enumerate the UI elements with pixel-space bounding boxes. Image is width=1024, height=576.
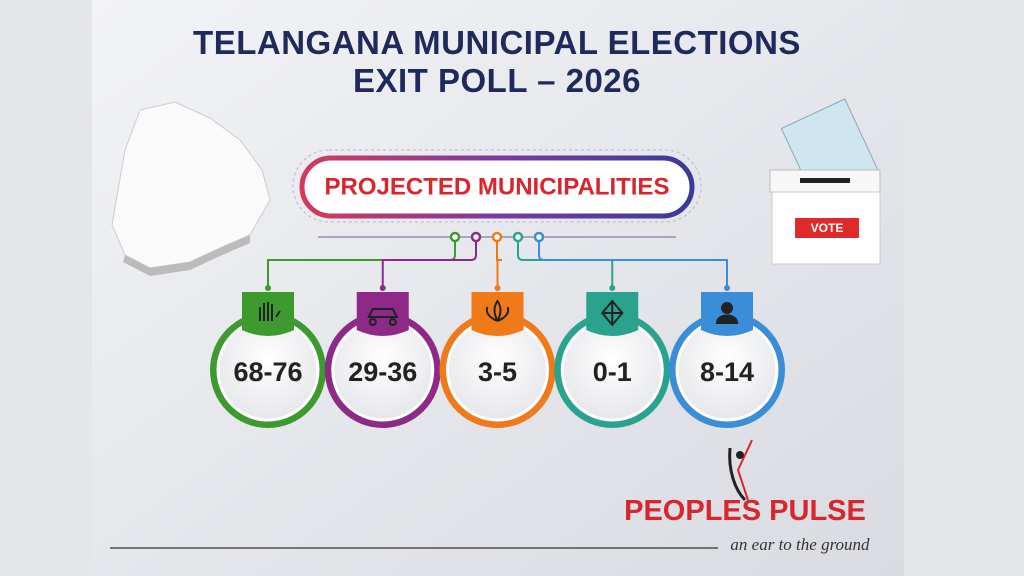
party-icon: [367, 308, 399, 326]
badge-text: PROJECTED MUNICIPALITIES: [325, 173, 670, 200]
party-icon: [600, 299, 624, 327]
items: 68-76 29-36 3-5 0-1 8-14: [210, 231, 785, 428]
brand-tagline: an ear to the ground: [730, 535, 870, 554]
connector-end: [494, 285, 501, 291]
connector-end: [724, 285, 730, 291]
party-icon: [485, 299, 510, 322]
connector: [538, 241, 728, 288]
party-icon: [259, 302, 281, 321]
title-line-1: TELANGANA MUNICIPAL ELECTIONS: [193, 24, 801, 61]
connector: [517, 241, 614, 288]
connector-dot: [449, 231, 461, 243]
brand-logo: [728, 439, 753, 502]
connector-dot: [491, 231, 503, 243]
ballot-box: VOTE: [769, 98, 881, 265]
connector-end: [609, 285, 616, 291]
connector-dot: [512, 231, 524, 243]
pill-outline: [292, 149, 702, 223]
icon-tab: [356, 292, 409, 336]
pill: [299, 155, 695, 219]
connector-end: [265, 285, 271, 291]
party-icon: [715, 302, 739, 324]
range-value: 8-14: [700, 357, 754, 387]
range-value: 0-1: [593, 357, 632, 387]
connector-end: [379, 285, 386, 291]
range-value: 29-36: [348, 357, 417, 387]
ballot-label: VOTE: [811, 221, 844, 235]
connector-dot: [533, 231, 545, 243]
icon-tab: [701, 292, 753, 336]
map-shadow: [123, 235, 250, 276]
icon-tab: [471, 292, 524, 336]
range-value: 3-5: [478, 357, 517, 387]
brand-name: PEOPLES PULSE: [624, 495, 866, 527]
connector-dot: [470, 231, 482, 243]
connector: [381, 241, 477, 288]
range-value: 68-76: [233, 357, 302, 387]
connector: [496, 241, 502, 288]
title-line-2: EXIT POLL – 2026: [353, 62, 641, 99]
